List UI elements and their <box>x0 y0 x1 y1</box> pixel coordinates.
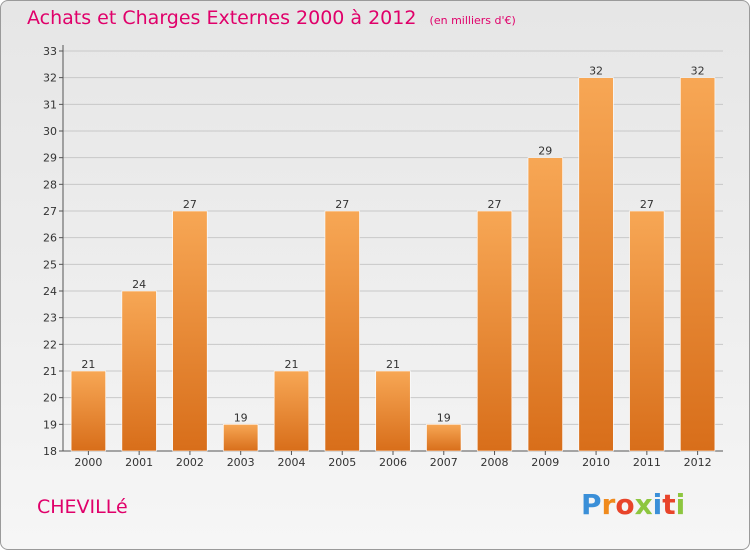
x-tick-label: 2007 <box>430 456 458 469</box>
y-tick-label: 30 <box>43 125 57 138</box>
bar-2010 <box>578 77 614 452</box>
bars <box>70 77 716 452</box>
bar-2000 <box>70 370 106 452</box>
x-tick-label: 2002 <box>176 456 204 469</box>
y-tick-label: 26 <box>43 232 57 245</box>
bar-value-label: 32 <box>691 65 705 78</box>
x-tick-label: 2008 <box>481 456 509 469</box>
logo-letter: t <box>662 488 676 521</box>
y-tick-label: 19 <box>43 418 57 431</box>
bar-value-label: 19 <box>234 411 248 424</box>
y-tick-label: 24 <box>43 285 57 298</box>
x-tick-label: 2006 <box>379 456 407 469</box>
y-tick-label: 18 <box>43 445 57 458</box>
bar-2007 <box>426 424 462 452</box>
chart-title-block: Achats et Charges Externes 2000 à 2012 (… <box>27 7 516 29</box>
bar-2006 <box>375 370 411 452</box>
chart-title: Achats et Charges Externes 2000 à 2012 <box>27 7 417 29</box>
bar-value-label: 21 <box>386 358 400 371</box>
x-tick-label: 2001 <box>125 456 153 469</box>
y-tick-label: 22 <box>43 338 57 351</box>
y-tick-label: 21 <box>43 365 57 378</box>
bar-2009 <box>527 157 563 452</box>
location-name: CHEVILLé <box>37 496 128 518</box>
bar-value-label: 21 <box>284 358 298 371</box>
x-tick-label: 2009 <box>531 456 559 469</box>
y-tick-label: 20 <box>43 392 57 405</box>
x-tick-label: 2011 <box>633 456 661 469</box>
y-tick-label: 28 <box>43 178 57 191</box>
bar-value-label: 27 <box>488 198 502 211</box>
y-tick-label: 32 <box>43 72 57 85</box>
y-tick-label: 25 <box>43 258 57 271</box>
bar-2011 <box>629 210 665 452</box>
logo-letter: i <box>675 488 686 521</box>
bar-2001 <box>121 290 157 452</box>
x-tick-label: 2012 <box>684 456 712 469</box>
x-tick-labels: 2000 2001 2002 2003 2004 2005 2006 2007 2008 2009… <box>74 451 712 469</box>
logo-letter: r <box>601 488 616 521</box>
logo-letter: x <box>634 488 653 521</box>
bar-value-label: 27 <box>183 198 197 211</box>
bar-value-label: 32 <box>589 65 603 78</box>
logo-letter: o <box>615 488 635 521</box>
x-tick-label: 2003 <box>227 456 255 469</box>
y-tick-labels: 18 19 20 21 22 23 24 25 26 27 28 29 30 31 32 33 <box>43 45 57 458</box>
y-tick-label: 31 <box>43 98 57 111</box>
bar-value-label: 19 <box>437 411 451 424</box>
x-tick-label: 2005 <box>328 456 356 469</box>
y-tick-label: 27 <box>43 205 57 218</box>
y-tick-label: 23 <box>43 312 57 325</box>
bar-value-label: 21 <box>81 358 95 371</box>
x-tick-label: 2010 <box>582 456 610 469</box>
x-tick-label: 2000 <box>74 456 102 469</box>
y-tick-label: 29 <box>43 152 57 165</box>
bar-2012 <box>680 77 716 452</box>
bar-value-labels: 21 24 27 19 21 27 21 19 27 29 32 27 32 <box>81 65 704 425</box>
logo-letter: i <box>652 488 663 521</box>
bar-2008 <box>476 210 513 452</box>
chart-unit: (en milliers d'€) <box>429 14 516 27</box>
bar-value-label: 24 <box>132 278 146 291</box>
bar-value-label: 27 <box>335 198 349 211</box>
bar-value-label: 27 <box>640 198 654 211</box>
bar-2002 <box>172 210 208 452</box>
bar-2003 <box>223 424 259 452</box>
bar-value-label: 29 <box>538 145 552 158</box>
y-tick-label: 33 <box>43 45 57 58</box>
logo-letter: P <box>581 488 602 521</box>
bar-2004 <box>273 370 310 452</box>
bar-2005 <box>324 210 360 452</box>
x-tick-label: 2004 <box>277 456 305 469</box>
proxiti-logo: Proxiti <box>581 488 685 521</box>
